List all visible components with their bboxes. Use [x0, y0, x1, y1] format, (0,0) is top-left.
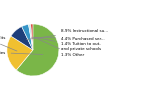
- Text: Salaries: Salaries: [0, 51, 43, 55]
- Text: 8.9% Instructional su...: 8.9% Instructional su...: [27, 29, 108, 40]
- Wedge shape: [22, 24, 33, 50]
- Text: 4.4% Purchased ser...: 4.4% Purchased ser...: [32, 37, 105, 41]
- Text: Employee benefits: Employee benefits: [0, 36, 17, 51]
- Wedge shape: [28, 24, 33, 50]
- Wedge shape: [11, 26, 33, 50]
- Wedge shape: [16, 24, 59, 76]
- Wedge shape: [31, 24, 33, 50]
- Wedge shape: [7, 36, 33, 70]
- Text: 1.4% Tuition to out-
and private schools: 1.4% Tuition to out- and private schools: [34, 37, 101, 51]
- Text: 1.3% Other: 1.3% Other: [35, 38, 84, 57]
